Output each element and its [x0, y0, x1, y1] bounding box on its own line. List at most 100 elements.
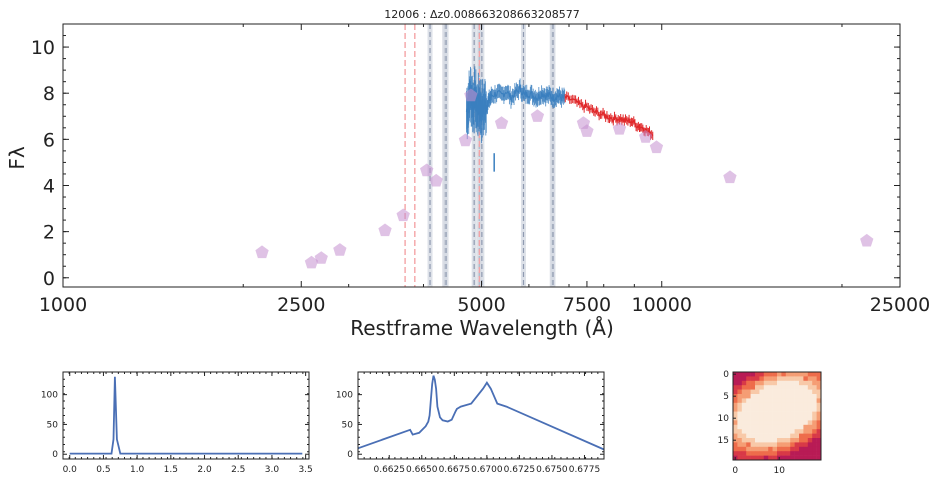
heatmap-cell	[799, 451, 804, 456]
heatmap-cell	[772, 411, 778, 417]
heatmap-cell	[759, 424, 765, 430]
heatmap-cell	[772, 446, 778, 452]
heatmap-cell	[816, 376, 822, 382]
heatmap-cell	[733, 380, 738, 386]
heatmap-cell	[763, 420, 769, 426]
heatmap-cell	[807, 455, 813, 461]
heatmap-cell	[803, 442, 809, 448]
heatmap-cell	[746, 433, 751, 439]
heatmap-cell	[741, 424, 747, 430]
heatmap-cell	[816, 416, 822, 421]
photometry-point	[649, 140, 664, 154]
main-x-tick-label: 10000	[632, 294, 692, 316]
heatmap-cell	[733, 446, 738, 452]
subplot-x-tick-label: 1.5	[164, 465, 178, 475]
subplot-x-tick-label: 0.5	[96, 465, 110, 475]
heatmap-cell	[807, 372, 813, 377]
heatmap-cell	[746, 398, 751, 404]
main-x-tick-label: 2500	[277, 294, 325, 316]
heatmap-cell	[812, 420, 817, 426]
svg-text:Fλ: Fλ	[5, 146, 29, 170]
heatmap-cell	[785, 380, 791, 386]
heatmap-cell	[737, 398, 743, 404]
heatmap-cell	[803, 416, 809, 421]
heatmap-cell	[799, 385, 804, 390]
heatmap-cell	[803, 429, 809, 434]
heatmap-cell	[772, 389, 778, 395]
subplot-x-tick-label: 2.0	[197, 465, 212, 475]
heatmap-y-tick-label: 5	[723, 392, 729, 402]
heatmap-cell	[759, 402, 765, 408]
heatmap-cell	[790, 411, 795, 417]
heatmap-cell	[790, 376, 795, 382]
heatmap-cell	[799, 402, 804, 408]
heatmap-cell	[803, 411, 809, 417]
heatmap-cell	[733, 424, 738, 430]
heatmap-cell	[750, 380, 756, 386]
heatmap-cell	[763, 446, 769, 452]
heatmap-cell	[746, 438, 751, 443]
subplot-x-tick-label: 3.0	[265, 465, 280, 475]
heatmap-cell	[755, 372, 760, 377]
heatmap-cell	[763, 380, 769, 386]
heatmap-cell	[785, 376, 791, 382]
heatmap-cell	[755, 398, 760, 404]
heatmap-cell	[750, 442, 756, 448]
heatmap-cell	[794, 424, 800, 430]
heatmap-cell	[816, 380, 822, 386]
heatmap-cell	[763, 389, 769, 395]
heatmap-cell	[803, 420, 809, 426]
heatmap-cell	[794, 416, 800, 421]
heatmap-cell	[803, 402, 809, 408]
heatmap-cell	[733, 429, 738, 434]
photometry-point	[639, 130, 653, 143]
heatmap-cell	[755, 385, 760, 390]
heatmap-cell	[794, 438, 800, 443]
heatmap-cell	[772, 420, 778, 426]
photometry-point	[580, 124, 594, 137]
heatmap-cell	[816, 398, 822, 404]
heatmap-cell	[785, 455, 791, 461]
heatmap-cell	[816, 420, 822, 426]
photometry-point	[429, 173, 443, 187]
subplot-y-tick-label: 100	[336, 391, 353, 401]
heatmap-cell	[790, 455, 795, 461]
heatmap-cell	[750, 455, 756, 461]
heatmap-cell	[733, 433, 738, 439]
heatmap-cell	[781, 402, 787, 408]
heatmap-cell	[737, 416, 743, 421]
heatmap-cell	[746, 424, 751, 430]
heatmap-cell	[812, 438, 817, 443]
heatmap-cell	[772, 433, 778, 439]
heatmap-cell	[733, 407, 738, 412]
heatmap-cell	[755, 416, 760, 421]
main-ylabel: Fλ	[5, 146, 29, 170]
heatmap-cell	[781, 407, 787, 412]
heatmap-cell	[768, 442, 773, 448]
heatmap-cell	[807, 376, 813, 382]
heatmap-cell	[768, 451, 773, 456]
spectrum-blue-series	[465, 83, 566, 123]
heatmap-cell	[812, 416, 817, 421]
heatmap-cell	[777, 416, 782, 421]
subplot-y-tick-label: 50	[342, 420, 354, 430]
heatmap-cell	[750, 394, 756, 399]
heatmap-cell	[763, 402, 769, 408]
main-y-tick-label: 8	[43, 83, 55, 105]
heatmap-cell	[781, 389, 787, 395]
heatmap-cell	[750, 429, 756, 434]
heatmap-cell	[777, 429, 782, 434]
heatmap-cell	[741, 407, 747, 412]
main-y-tick-label: 4	[43, 175, 55, 197]
heatmap-cell	[763, 398, 769, 404]
heatmap-cell	[794, 455, 800, 461]
subplot-frame	[357, 371, 605, 460]
heatmap-cell	[790, 446, 795, 452]
heatmap-cell	[741, 420, 747, 426]
heatmap-cell	[781, 451, 787, 456]
pdf-line	[357, 375, 605, 451]
heatmap-cell	[759, 407, 765, 412]
photometry-point	[420, 163, 434, 177]
main-y-tick-label: 6	[43, 129, 55, 151]
